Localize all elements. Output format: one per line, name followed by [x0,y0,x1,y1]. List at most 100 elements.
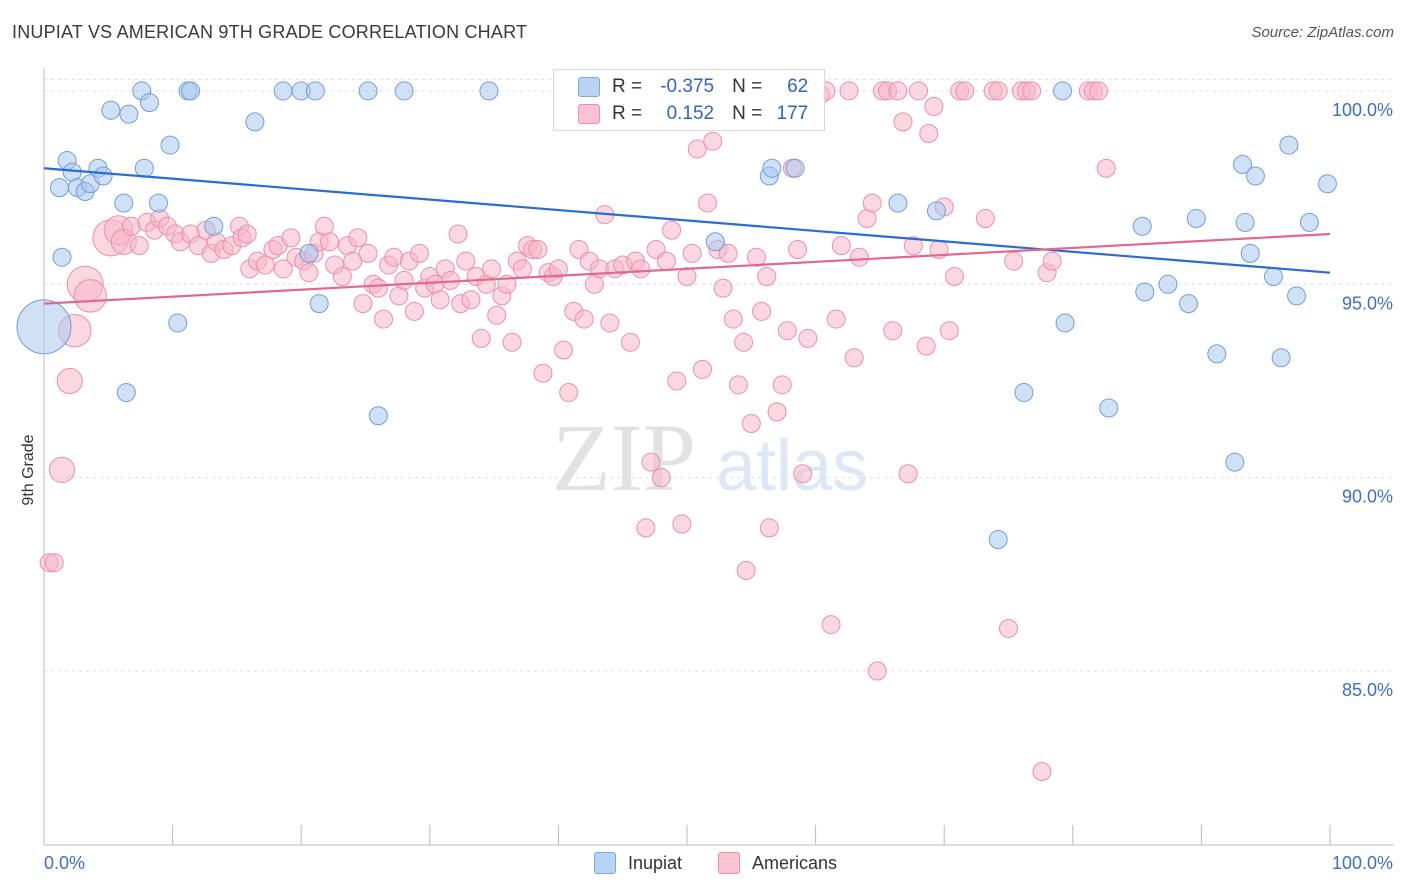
americans-point [651,468,671,488]
americans-point [448,224,468,244]
americans-point [237,224,257,244]
bottom-legend: Inupiat Americans [0,852,1406,878]
axes [43,68,1394,846]
inupiat-point [116,383,136,403]
inupiat-point [1263,267,1283,287]
americans-point [844,348,864,368]
inupiat-point [1135,282,1155,302]
inupiat-point [139,93,159,113]
americans-point [687,139,707,159]
inupiat-point [479,81,499,101]
americans-point [559,383,579,403]
inupiat-point [1225,452,1245,472]
legend-r-label: R = [612,76,643,97]
bottom-legend-inupiat: Inupiat [594,852,682,874]
legend-n-value-inupiat: 62 [787,76,809,97]
americans-point [631,259,651,279]
americans-point [656,251,676,271]
americans-point [988,81,1008,101]
americans-point [1004,251,1024,271]
inupiat-point [394,81,414,101]
americans-point [255,255,275,275]
americans-point [757,267,777,287]
inupiat-point [16,299,72,355]
americans-point [999,618,1018,638]
inupiat-point [1053,81,1073,101]
americans-point [574,309,594,329]
americans-point [955,81,975,101]
inupiat-point [988,530,1008,550]
trend-line-inupiat [43,167,1331,274]
americans-point [898,464,918,484]
inupiat-point [1245,166,1265,186]
inupiat-point [1271,348,1291,368]
inupiat-point [52,247,72,267]
tick-labels: 100.0% 95.0% 90.0% 85.0% 0.0% 100.0% [44,100,1393,873]
inupiat-point [926,201,946,221]
americans-point [723,309,743,329]
americans-point [404,301,424,321]
americans-point [1096,158,1116,178]
inupiat-point [204,216,224,236]
inupiat-point [309,294,329,314]
americans-point [944,267,964,287]
americans-point [456,251,476,271]
americans-point [746,247,766,267]
bottom-legend-label-americans: Americans [752,852,838,873]
americans-point [849,247,869,267]
americans-point [1042,251,1062,271]
inupiat-point [368,406,388,426]
watermark: ZIP atlas [552,404,868,511]
americans-point [620,332,640,352]
inupiat-point [1279,135,1299,155]
legend-r-value-americans: 0.152 [666,103,715,124]
legend-n-value-americans: 177 [776,103,809,124]
americans-point [798,328,818,348]
americans-point [461,290,481,310]
americans-point [908,81,928,101]
americans-point [831,236,851,256]
inupiat-point [1132,216,1152,236]
inupiat-point [1207,344,1227,364]
americans-point [867,661,887,681]
americans-point [332,267,352,287]
americans-point [821,615,841,635]
americans-point [487,305,507,325]
americans-point [692,359,712,379]
y-tick-label: 85.0% [1342,680,1393,700]
americans-point [718,243,738,263]
americans-point [734,332,754,352]
americans-point [862,193,882,213]
americans-point [299,263,319,283]
inupiat-point [181,81,201,101]
americans-point [888,81,908,101]
americans-point [528,239,548,259]
americans-point [358,243,378,263]
inupiat-point [114,193,134,213]
legend-row-americans: R = 0.152 N = 177 [578,101,808,127]
americans-point [788,239,808,259]
americans-point [73,279,107,313]
americans-point [667,371,687,391]
americans-point [56,367,83,395]
americans-point [893,112,913,132]
inupiat-point [101,100,121,120]
americans-point [698,193,718,213]
source-credit: Source: ZipAtlas.com [1251,24,1394,41]
americans-point [368,278,388,298]
americans-point [129,236,149,256]
inupiat-point [245,112,265,132]
americans-point [319,232,339,252]
americans-point [548,259,568,279]
inupiat-point [305,81,325,101]
americans-point [502,332,522,352]
americans-point [741,413,761,433]
americans-point [826,309,846,329]
inupiat-point [1158,274,1178,294]
inupiat-point [1179,294,1199,314]
americans-point [677,267,697,287]
bottom-legend-swatch-inupiat [594,852,616,874]
americans-point [533,363,553,383]
bottom-legend-swatch-americans [718,852,740,874]
